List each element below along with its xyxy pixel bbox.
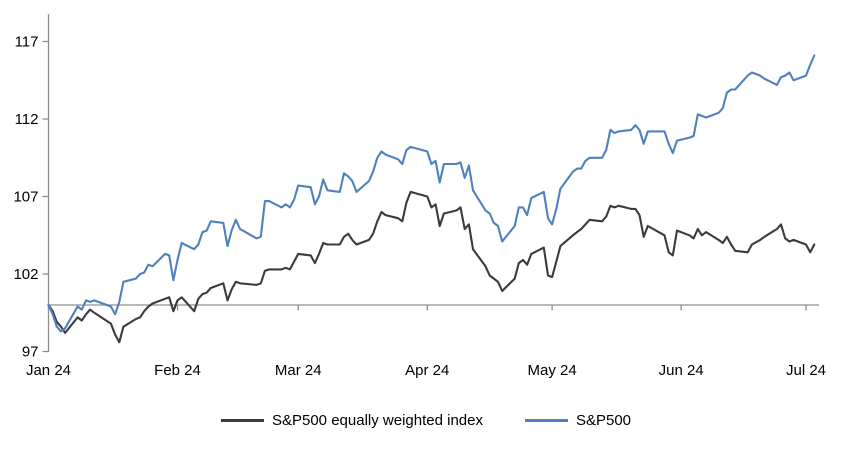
series-line-equal-weight <box>47 190 816 344</box>
x-axis-tick-label: Jul 24 <box>786 362 826 379</box>
x-axis-tick-label: Mar 24 <box>275 362 322 379</box>
legend-line-swatch-sp500 <box>524 419 568 422</box>
y-axis-tick-label: 112 <box>15 111 39 128</box>
x-axis-tick-label: Jun 24 <box>659 362 704 379</box>
y-axis-tick-label: 107 <box>13 189 38 206</box>
chart-legend: S&P500 equally weighted index S&P500 <box>0 412 852 429</box>
x-axis-tick-label: Feb 24 <box>154 362 201 379</box>
legend-item-sp500: S&P500 <box>524 412 632 429</box>
legend-label-equal-weight: S&P500 equally weighted index <box>271 412 483 429</box>
y-axis-tick-label: 117 <box>15 34 39 51</box>
y-axis-tick-label: 102 <box>13 266 38 283</box>
legend-label-sp500: S&P500 <box>575 412 632 429</box>
x-axis-tick-label: Jan 24 <box>26 362 71 379</box>
series-line-sp500 <box>47 54 816 333</box>
legend-line-swatch-equal-weight <box>220 419 264 422</box>
y-axis-tick-label: 97 <box>22 344 39 361</box>
x-axis-tick-label: Apr 24 <box>405 362 449 379</box>
legend-item-equal-weight: S&P500 equally weighted index <box>220 412 483 429</box>
x-axis-tick-label: May 24 <box>528 362 577 379</box>
